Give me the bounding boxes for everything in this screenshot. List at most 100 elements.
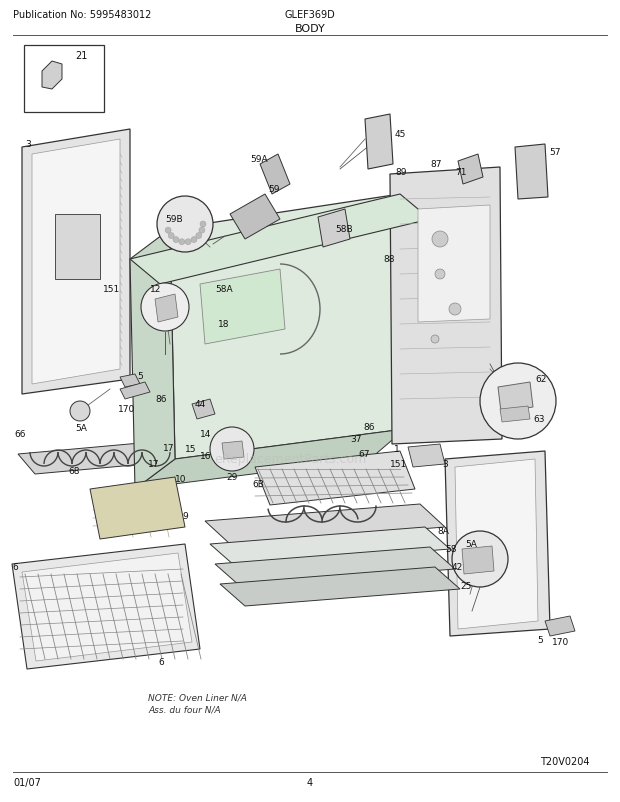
Text: 9: 9 [182,512,188,520]
Text: 170: 170 [118,404,135,414]
Polygon shape [498,383,533,412]
Text: 62: 62 [535,375,546,383]
Polygon shape [192,399,215,419]
Text: 86: 86 [155,395,167,403]
Text: Ass. du four N/A: Ass. du four N/A [148,705,221,714]
Text: 5A: 5A [75,423,87,432]
Polygon shape [18,439,200,475]
Polygon shape [408,444,445,468]
Polygon shape [445,452,550,636]
Text: 151: 151 [390,460,407,468]
Polygon shape [130,195,430,285]
Circle shape [168,233,174,239]
Polygon shape [205,504,445,545]
Polygon shape [515,145,548,200]
Polygon shape [135,429,405,489]
Text: 58A: 58A [215,285,232,294]
Text: T20V0204: T20V0204 [541,756,590,766]
Text: 18: 18 [218,320,229,329]
Text: eReplacementParts.com: eReplacementParts.com [214,453,366,466]
Polygon shape [365,115,393,170]
Text: 15: 15 [185,444,197,453]
Text: 01/07: 01/07 [13,777,41,787]
Text: Publication No: 5995483012: Publication No: 5995483012 [13,10,151,20]
Polygon shape [22,130,130,395]
Circle shape [179,240,185,245]
Circle shape [435,269,445,280]
Circle shape [196,233,202,239]
Text: 12: 12 [150,285,161,294]
Text: 29: 29 [226,472,237,481]
Circle shape [191,237,197,243]
Text: 59: 59 [268,184,280,194]
Text: 5A: 5A [465,539,477,549]
Polygon shape [390,168,502,444]
Text: 151: 151 [103,285,120,294]
Text: 17: 17 [148,460,159,468]
Text: 57: 57 [549,148,560,157]
Polygon shape [22,553,192,661]
Text: 21: 21 [76,51,88,61]
Polygon shape [462,546,494,574]
Polygon shape [210,528,450,566]
Text: 25: 25 [460,581,471,590]
Circle shape [70,402,90,422]
Polygon shape [222,441,244,460]
Polygon shape [545,616,575,636]
Polygon shape [42,62,62,90]
Text: 4: 4 [307,777,313,787]
Text: 42: 42 [452,562,463,571]
Polygon shape [260,155,290,195]
Text: 3: 3 [442,460,448,468]
Text: 170: 170 [552,638,569,646]
FancyBboxPatch shape [24,46,104,113]
Polygon shape [155,294,178,322]
Polygon shape [120,375,140,387]
Polygon shape [215,547,455,586]
Text: 6: 6 [12,562,18,571]
Text: 37: 37 [350,435,361,444]
Circle shape [157,196,213,253]
Text: 16: 16 [200,452,211,460]
Polygon shape [220,567,460,606]
Circle shape [173,237,179,243]
Polygon shape [120,383,150,399]
Text: 71: 71 [455,168,466,176]
Polygon shape [32,140,120,384]
Polygon shape [458,155,483,184]
Text: 59B: 59B [165,215,183,224]
Polygon shape [55,215,100,280]
Text: 59A: 59A [250,155,268,164]
Text: 89: 89 [395,168,407,176]
Text: 87: 87 [430,160,441,168]
Circle shape [199,228,205,234]
Text: BODY: BODY [294,24,326,34]
Text: 5: 5 [537,635,542,644]
Circle shape [141,284,189,331]
Polygon shape [318,210,350,248]
Text: 86: 86 [363,423,374,431]
Text: 44: 44 [195,399,206,408]
Text: GLEF369D: GLEF369D [285,10,335,20]
Text: 5: 5 [137,371,143,380]
Polygon shape [90,477,185,539]
Polygon shape [12,545,200,669]
Text: NOTE: Oven Liner N/A: NOTE: Oven Liner N/A [148,693,247,702]
Text: 6B: 6B [252,480,264,488]
Polygon shape [255,452,415,505]
Text: 8A: 8A [437,526,449,535]
Polygon shape [130,229,175,489]
Text: 45: 45 [395,130,406,139]
Circle shape [431,335,439,343]
Text: 6: 6 [158,657,164,666]
Circle shape [449,304,461,316]
Text: 66: 66 [14,429,25,439]
Text: 58B: 58B [335,225,353,233]
Polygon shape [200,269,285,345]
Circle shape [480,363,556,439]
Text: 17: 17 [163,444,174,452]
Circle shape [452,532,508,587]
Polygon shape [500,407,530,423]
Circle shape [165,228,171,234]
Circle shape [200,221,206,228]
